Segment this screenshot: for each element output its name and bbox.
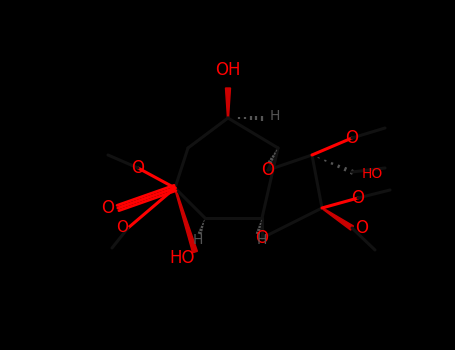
- Polygon shape: [175, 188, 197, 253]
- Text: O: O: [355, 219, 368, 237]
- Text: OH: OH: [215, 61, 241, 79]
- Text: O: O: [101, 199, 115, 217]
- Text: H: H: [193, 233, 203, 247]
- Polygon shape: [226, 88, 231, 118]
- Text: HO: HO: [362, 167, 383, 181]
- Text: HO: HO: [169, 249, 195, 267]
- Text: O: O: [256, 229, 268, 247]
- Text: O: O: [131, 159, 145, 177]
- Text: O: O: [116, 220, 128, 236]
- Text: O: O: [262, 161, 274, 179]
- Text: O: O: [352, 189, 364, 207]
- Text: H: H: [270, 109, 280, 123]
- Polygon shape: [322, 208, 354, 230]
- Text: H: H: [257, 233, 267, 247]
- Text: O: O: [345, 129, 359, 147]
